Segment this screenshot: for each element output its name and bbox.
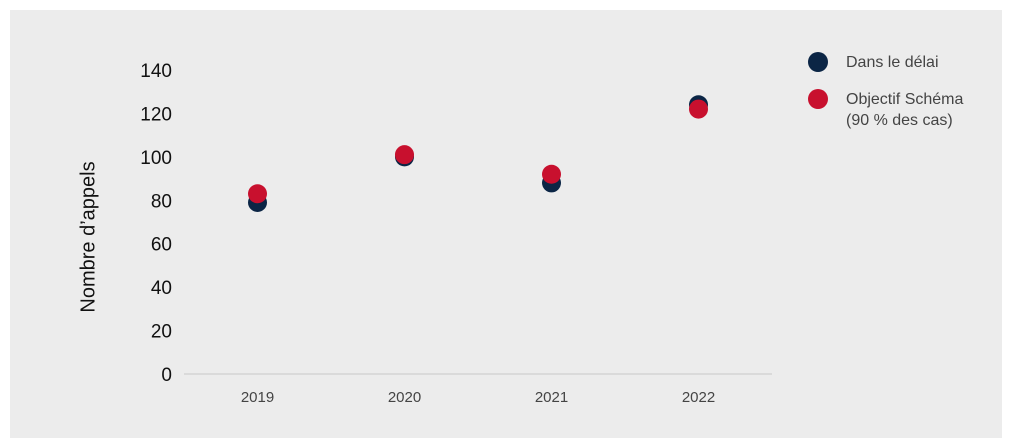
y-tick-label: 120 [140,104,172,125]
x-tick-label: 2020 [388,389,421,406]
legend-swatch-objectif-schema [808,89,828,109]
y-tick-label: 0 [161,365,172,386]
data-point-series-1-2019 [248,184,267,204]
legend-swatch-dans-le-delai [808,52,828,72]
y-tick-label: 80 [151,191,172,212]
data-point-series-1-2020 [395,145,414,165]
x-tick-label: 2021 [535,389,568,406]
data-point-series-1-2021 [542,164,561,184]
legend: Dans le délai Objectif Schéma (90 % des … [808,52,1008,147]
data-point-series-1-2022 [689,99,708,119]
y-tick-label: 40 [151,278,172,299]
x-tick-label: 2019 [241,389,274,406]
legend-item-dans-le-delai: Dans le délai [808,52,1008,73]
y-tick-label: 60 [151,235,172,256]
legend-label-dans-le-delai: Dans le délai [846,54,939,71]
legend-item-objectif-schema: Objectif Schéma (90 % des cas) [808,89,1008,131]
chart-panel [10,10,1002,438]
y-axis-label: Nombre d’appels [77,161,100,313]
x-tick-label: 2022 [682,389,715,406]
legend-label-objectif-schema: Objectif Schéma (90 % des cas) [846,91,964,129]
y-tick-label: 100 [140,148,172,169]
y-tick-label: 140 [140,61,172,82]
y-tick-label: 20 [151,322,172,343]
